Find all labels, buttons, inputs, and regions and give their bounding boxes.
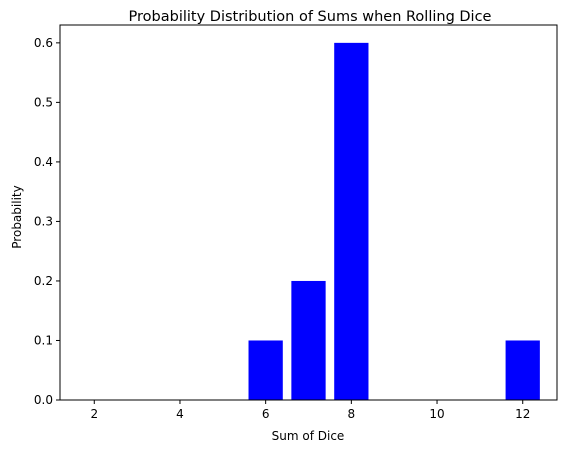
x-axis-label: Sum of Dice [272, 429, 345, 443]
x-tick-label: 4 [176, 407, 184, 421]
y-tick-label: 0.1 [34, 333, 53, 347]
plot-frame [59, 24, 558, 401]
chart-title: Probability Distribution of Sums when Ro… [129, 9, 492, 25]
y-axis-label: Probability [10, 185, 24, 248]
x-axis-ticks: 2 4 6 8 10 12 [90, 400, 530, 421]
bar-6 [248, 340, 283, 400]
y-tick-label: 0.4 [34, 155, 53, 169]
x-tick-label: 12 [515, 407, 530, 421]
bar-group [248, 42, 540, 400]
bar-8 [334, 42, 369, 400]
bar-12 [505, 340, 540, 400]
x-tick-label: 8 [348, 407, 356, 421]
y-tick-label: 0.6 [34, 36, 53, 50]
x-tick-label: 10 [429, 407, 444, 421]
bar-7 [291, 280, 326, 400]
y-tick-label: 0.3 [34, 214, 53, 228]
y-tick-label: 0.5 [34, 95, 53, 109]
x-tick-label: 6 [262, 407, 270, 421]
x-tick-label: 2 [90, 407, 98, 421]
y-axis-ticks: 0.0 0.1 0.2 0.3 0.4 0.5 0.6 [34, 36, 60, 407]
y-tick-label: 0.2 [34, 274, 53, 288]
y-tick-label: 0.0 [34, 393, 53, 407]
